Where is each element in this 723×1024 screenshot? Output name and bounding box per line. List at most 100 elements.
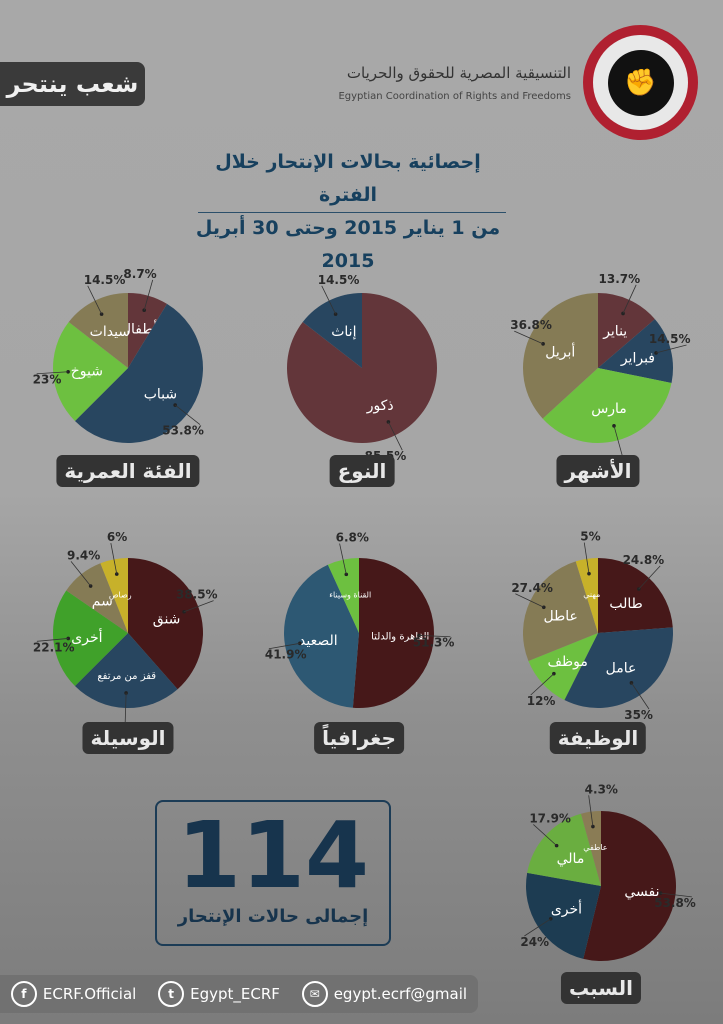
slice-label: عاطل — [544, 608, 578, 624]
slice-label: شيوخ — [71, 364, 103, 380]
pie-slice — [128, 558, 203, 690]
pie-0: أطفال 8.7% شباب 53.8% شيوخ 23% سيدات 14.5% — [33, 267, 204, 444]
slice-label: مارس — [591, 401, 627, 417]
total-value: 114 — [176, 802, 370, 909]
percent-label: 6% — [107, 530, 127, 544]
leader-line — [70, 561, 91, 587]
pie-slice — [526, 872, 601, 959]
facebook-handle: ECRF.Official — [42, 985, 137, 1003]
pie-slice — [542, 368, 672, 444]
percent-label: 53.8% — [654, 896, 696, 910]
leader-line — [87, 285, 102, 315]
slice-label: عاطفي — [583, 843, 607, 852]
slice-label: شنق — [153, 611, 181, 627]
email-link[interactable]: ✉ egypt.ecrf@gmail — [301, 981, 468, 1007]
percent-label: 27.4% — [511, 581, 553, 595]
leader-line — [174, 404, 201, 425]
leader-line — [638, 565, 661, 590]
percent-label: 12% — [527, 694, 556, 708]
leader-line — [321, 285, 336, 315]
slice-label: أبريل — [545, 342, 575, 360]
slice-label: أخرى — [71, 628, 102, 646]
leader-line — [655, 344, 687, 354]
pie-slice — [52, 322, 128, 422]
chart-category-title: الفئة العمرية — [56, 455, 200, 487]
slice-label: رصاص — [109, 590, 132, 599]
pie-slice — [598, 319, 673, 383]
slice-label: موظف — [547, 654, 587, 670]
percent-label: 51.3% — [413, 636, 455, 650]
pie-slice — [352, 558, 434, 708]
percent-label: 24.8% — [623, 553, 665, 567]
leader-line — [631, 682, 650, 710]
percent-label: 36.8% — [510, 318, 552, 332]
slice-label: ذكور — [366, 398, 394, 414]
facebook-icon: f — [10, 981, 37, 1007]
pie-slice — [66, 563, 128, 633]
percent-label: 5% — [580, 530, 600, 544]
leader-line — [36, 638, 69, 642]
leader-line — [143, 279, 154, 311]
slice-label: فبراير — [620, 351, 655, 367]
percent-label: 17.9% — [529, 811, 571, 825]
leader-line — [388, 421, 403, 451]
percent-label: 38.5% — [176, 588, 218, 602]
pie-slice — [128, 293, 167, 368]
leader-line — [514, 330, 544, 345]
percent-label: 6.8% — [336, 531, 369, 545]
pie-slice — [68, 293, 128, 368]
percent-label: 9.4% — [67, 548, 100, 562]
pie-slice — [523, 561, 598, 662]
leader-line — [339, 543, 347, 575]
slice-label: قفز من مرتفع — [97, 671, 156, 682]
leader-line — [183, 600, 214, 613]
percent-label: 24% — [520, 935, 549, 949]
twitter-icon: t — [158, 981, 185, 1007]
percent-label: 22.1% — [33, 640, 75, 654]
pie-slice — [52, 590, 129, 687]
total-box: 114 إجمالى حالات الإنتحار — [155, 800, 391, 946]
slice-label: مالي — [557, 851, 585, 867]
pie-slice — [74, 303, 203, 444]
leader-line — [613, 425, 623, 457]
leader-line — [36, 371, 69, 375]
slice-label: عامل — [606, 660, 637, 676]
leader-line — [268, 642, 300, 650]
pie-5: طالب 24.8% عامل 35% موظف 12% عاطل 27.4% مهني 5% — [511, 530, 674, 722]
pie-slice — [302, 293, 362, 368]
pie-slice — [74, 633, 178, 709]
leader-line — [622, 284, 637, 314]
pie-slice — [583, 811, 676, 961]
percent-label: 41.9% — [265, 648, 307, 662]
pie-slice — [283, 564, 359, 708]
leader-dot — [621, 311, 625, 316]
leader-line — [110, 543, 118, 575]
leader-line — [524, 918, 551, 937]
pie-slice — [598, 558, 673, 633]
leader-line — [515, 593, 544, 608]
leader-line — [660, 892, 692, 898]
twitter-link[interactable]: t Egypt_ECRF — [158, 981, 280, 1007]
pie-slice — [598, 293, 655, 368]
org-name-english: Egyptian Coordination of Rights and Free… — [338, 91, 571, 102]
title-line-1: إحصائية بحالات الإنتحار خلال الفترة — [215, 151, 481, 206]
email-address: egypt.ecrf@gmail — [333, 985, 468, 1003]
chart-category-title: الوظيفة — [549, 722, 647, 754]
chart-category-title: الوسيلة — [82, 722, 174, 754]
facebook-link[interactable]: f ECRF.Official — [10, 981, 137, 1007]
leader-line — [533, 824, 557, 846]
chart-category-title: جغرافياً — [314, 722, 404, 754]
pie-slice — [580, 811, 601, 886]
pie-slice — [327, 558, 359, 633]
leader-dot — [344, 572, 349, 577]
leader-line — [583, 542, 590, 574]
percent-label: 8.7% — [123, 267, 156, 281]
slice-label: يناير — [602, 324, 627, 340]
slice-label: شباب — [144, 386, 177, 402]
